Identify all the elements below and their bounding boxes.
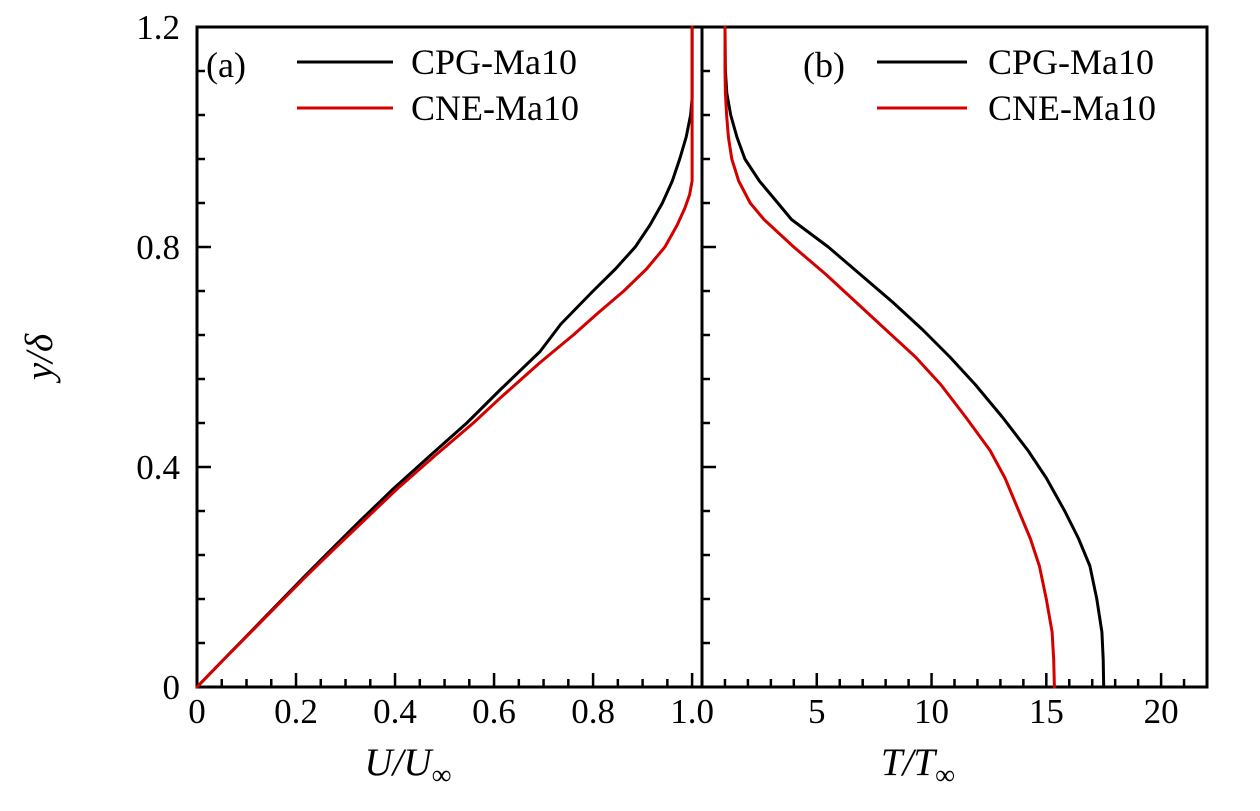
x-tick-label: 10 [914,692,949,731]
x-tick-label: 0 [188,692,206,731]
y-tick-label: 0.8 [136,228,180,267]
x-tick-label: 15 [1029,692,1064,731]
curve-cne-ma10-panel-a [195,25,694,689]
legend-label-cne: CNE-Ma10 [411,88,579,128]
x-tick-label: 0.2 [274,692,318,731]
x-tick-label: 0.6 [472,692,516,731]
x-axis-title-b: T/T∞ [881,741,955,791]
infinity-subscript: ∞ [432,760,452,791]
x-tick-label: 0.8 [571,692,615,731]
infinity-subscript: ∞ [935,760,955,791]
x-tick-label: 5 [808,692,826,731]
curve-cpg-ma10-panel-b [723,25,1106,689]
x-axis-title-a-main: U/U [364,741,434,784]
legend-panel-b: (b) CPG-Ma10 CNE-Ma10 [803,42,1156,128]
legend-panel-a: (a) CPG-Ma10 CNE-Ma10 [206,42,579,128]
legend-label-cpg: CPG-Ma10 [411,42,577,82]
legend-label-cne: CNE-Ma10 [988,88,1156,128]
y-tick-label: 0.4 [136,448,180,487]
x-tick-label: 1.0 [670,692,714,731]
x-axis-title-b-main: T/T [881,741,938,784]
y-axis-title: y/δ [18,333,61,384]
curve-cne-ma10-panel-b [723,25,1056,689]
x-axis-title-a: U/U∞ [364,741,451,791]
x-tick-label: 0.4 [373,692,417,731]
ticks-layer: 0 0.4 0.8 1.2 0 0.2 0.4 0.6 0.8 1.0 5 10 15 20 [136,8,1186,731]
legend-label-cpg: CPG-Ma10 [988,42,1154,82]
y-tick-label: 0 [163,668,181,707]
curves-layer [195,25,1106,689]
x-tick-label: 20 [1144,692,1179,731]
panel-a-tag: (a) [206,45,246,85]
panel-b-tag: (b) [803,45,845,85]
y-tick-label: 1.2 [136,8,180,47]
